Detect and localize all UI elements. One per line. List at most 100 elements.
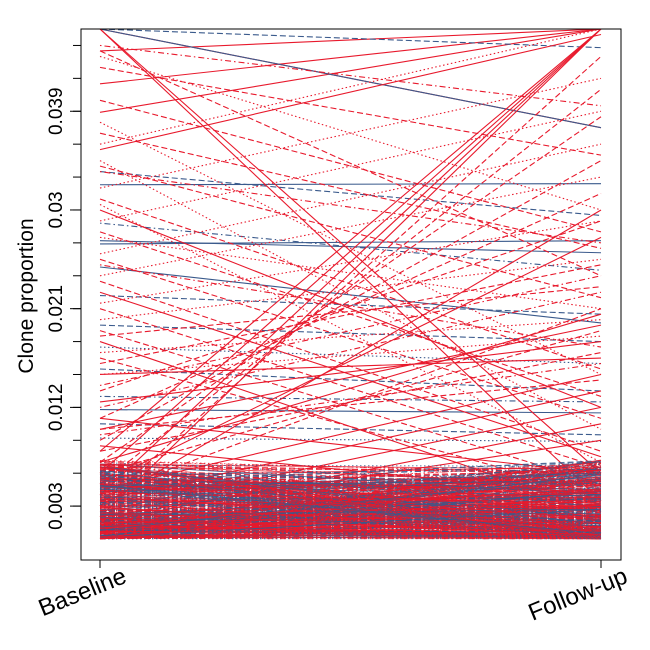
dense-line bbox=[99, 514, 602, 537]
dense-line bbox=[99, 508, 602, 538]
series-line-47 bbox=[99, 66, 602, 156]
dense-line bbox=[99, 505, 602, 532]
series-line-48 bbox=[99, 99, 602, 233]
series-line-81 bbox=[99, 160, 602, 430]
series-line-25 bbox=[99, 209, 602, 507]
dense-line bbox=[99, 463, 602, 505]
dense-line bbox=[99, 461, 602, 488]
dense-line bbox=[99, 477, 602, 510]
y-tick-label: 0.03 bbox=[46, 191, 67, 228]
series-line-63 bbox=[99, 220, 602, 392]
series-line-49 bbox=[99, 132, 602, 249]
dense-line bbox=[99, 472, 602, 490]
series-line-53 bbox=[99, 258, 602, 419]
series-line-34 bbox=[99, 423, 602, 524]
series-line-88 bbox=[99, 291, 602, 408]
dense-line bbox=[99, 477, 602, 525]
dense-line bbox=[99, 480, 602, 492]
dense-line bbox=[99, 467, 602, 472]
series-line-51 bbox=[99, 198, 602, 370]
dense-line bbox=[99, 469, 602, 476]
y-tick-label: 0.039 bbox=[46, 87, 67, 135]
dense-line bbox=[99, 464, 602, 540]
series-line-26 bbox=[99, 236, 602, 485]
series-line-54 bbox=[99, 280, 602, 452]
dense-line bbox=[99, 462, 602, 493]
series-line-69 bbox=[99, 379, 602, 430]
dense-line bbox=[99, 498, 602, 525]
series-line-1 bbox=[99, 29, 602, 52]
series-line-13 bbox=[99, 222, 602, 271]
y-tick-label: 0.012 bbox=[46, 384, 67, 432]
dense-line bbox=[99, 510, 602, 518]
dense-line bbox=[99, 479, 602, 484]
series-line-67 bbox=[99, 330, 602, 474]
dense-line bbox=[99, 462, 602, 540]
dense-line bbox=[99, 528, 602, 538]
dense-line bbox=[99, 492, 602, 507]
series-line-12 bbox=[99, 171, 602, 216]
dense-line bbox=[99, 476, 602, 496]
series-line-39 bbox=[99, 291, 602, 458]
series-line-19 bbox=[99, 423, 602, 436]
series-line-11 bbox=[99, 29, 602, 49]
dense-line bbox=[99, 489, 602, 517]
series-line-64 bbox=[99, 264, 602, 365]
dense-line bbox=[99, 511, 602, 522]
dense-line bbox=[99, 517, 602, 535]
series-line-76 bbox=[99, 220, 602, 304]
series-line-18 bbox=[99, 409, 602, 414]
dense-line bbox=[99, 463, 602, 491]
dense-low-value-lines bbox=[99, 459, 602, 540]
series-line-71 bbox=[99, 29, 602, 145]
dense-line bbox=[99, 463, 602, 496]
series-line-58 bbox=[99, 56, 602, 507]
series-line-21 bbox=[99, 29, 602, 496]
series-line-85 bbox=[99, 171, 602, 244]
dense-line bbox=[99, 484, 602, 515]
dense-line bbox=[99, 486, 602, 489]
dense-line bbox=[99, 493, 602, 537]
series-line-87 bbox=[99, 275, 602, 386]
y-tick-label: 0.021 bbox=[46, 285, 67, 333]
series-line-3 bbox=[99, 29, 602, 113]
dense-line bbox=[99, 501, 602, 522]
series-line-50 bbox=[99, 165, 602, 299]
dense-line bbox=[99, 487, 602, 494]
series-line-55 bbox=[99, 308, 602, 469]
series-line-29 bbox=[99, 341, 602, 403]
series-line-70 bbox=[99, 55, 602, 211]
y-tick-label: 0.003 bbox=[46, 482, 67, 530]
dense-line bbox=[99, 530, 602, 538]
series-line-77 bbox=[99, 258, 602, 321]
dense-line bbox=[99, 509, 602, 512]
series-line-37 bbox=[99, 29, 602, 502]
dense-line bbox=[99, 466, 602, 508]
dense-line bbox=[99, 493, 602, 504]
series-line-73 bbox=[99, 110, 602, 222]
series-line-46 bbox=[99, 50, 602, 277]
dense-line bbox=[99, 484, 602, 493]
series-line-36 bbox=[99, 29, 602, 474]
dense-line bbox=[99, 533, 602, 537]
series-line-65 bbox=[99, 286, 602, 337]
series-line-68 bbox=[99, 352, 602, 452]
series-line-16 bbox=[99, 368, 602, 392]
dense-line bbox=[99, 529, 602, 533]
dense-line bbox=[99, 522, 602, 531]
dense-line bbox=[99, 473, 602, 538]
series-line-83 bbox=[99, 236, 602, 310]
dense-line bbox=[99, 466, 602, 525]
series-line-72 bbox=[99, 77, 602, 189]
series-line-2 bbox=[99, 29, 602, 85]
series-line-61 bbox=[99, 160, 602, 441]
series-line-80 bbox=[99, 121, 602, 375]
series-line-41 bbox=[99, 33, 602, 151]
series-line-74 bbox=[99, 143, 602, 255]
series-line-42 bbox=[99, 417, 602, 474]
dense-line bbox=[99, 471, 602, 485]
dense-line bbox=[99, 478, 602, 490]
dense-line bbox=[99, 475, 602, 518]
